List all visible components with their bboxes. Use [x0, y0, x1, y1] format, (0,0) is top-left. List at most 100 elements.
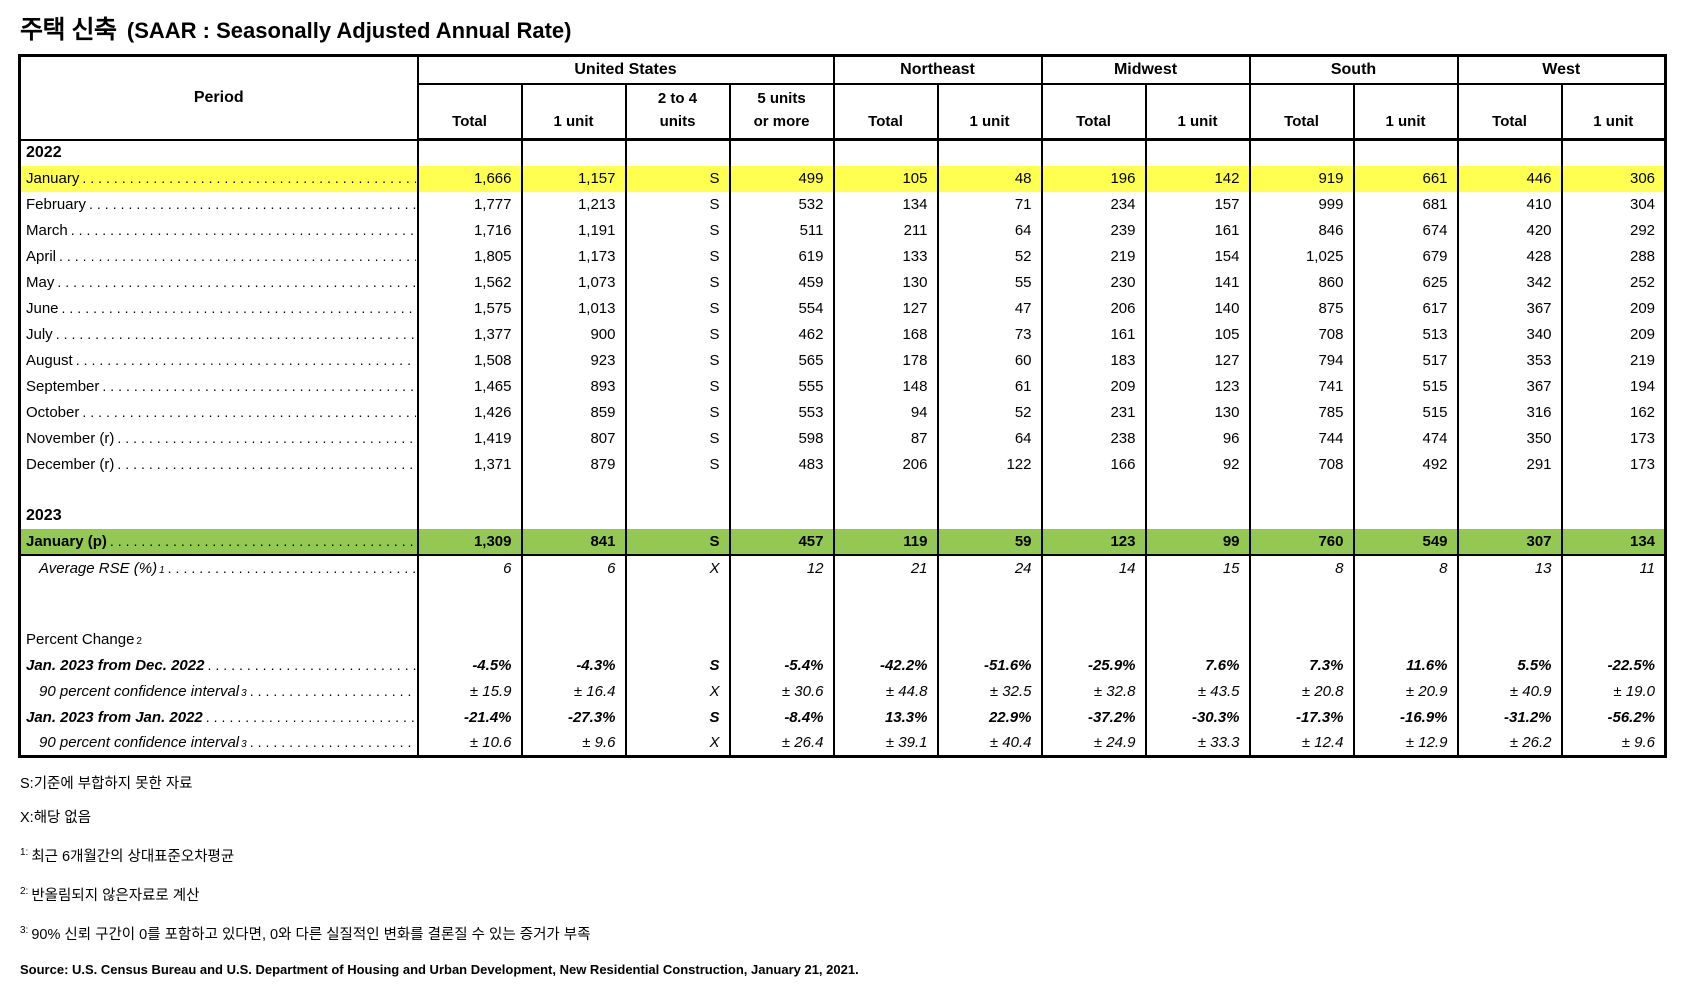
value-cell	[416, 626, 522, 653]
value-cell: 532	[728, 191, 834, 218]
value-cell	[1456, 139, 1562, 166]
value-cell: 238	[1040, 425, 1146, 452]
dot-leader	[56, 326, 416, 343]
value-cell: ± 12.9	[1352, 730, 1458, 757]
value-cell: 12	[728, 554, 834, 581]
table-row: November (r)1,419807S5988764238967444743…	[18, 425, 1666, 452]
value-cell	[1144, 477, 1250, 503]
value-cell: 130	[832, 269, 938, 296]
value-cell: 893	[520, 373, 626, 400]
value-cell: 230	[1040, 269, 1146, 296]
value-cell: 708	[1248, 321, 1354, 348]
value-cell: 457	[728, 528, 834, 556]
value-cell: 549	[1352, 528, 1458, 556]
value-cell	[1144, 580, 1250, 627]
col-ne-1unit: 1 unit	[936, 83, 1042, 141]
dot-leader	[57, 274, 415, 291]
value-cell: 288	[1560, 243, 1666, 270]
group-midwest: Midwest	[1040, 55, 1250, 85]
value-cell: 1,371	[416, 451, 522, 478]
value-cell: 24	[936, 554, 1042, 581]
value-cell	[832, 580, 938, 627]
value-cell	[1248, 502, 1354, 529]
value-cell: 196	[1040, 165, 1146, 192]
col-s-1unit: 1 unit	[1352, 83, 1458, 141]
row-label	[18, 580, 418, 627]
value-cell: 99	[1144, 528, 1250, 556]
value-cell: 161	[1144, 217, 1250, 244]
dot-leader	[82, 404, 415, 421]
value-cell: 617	[1352, 295, 1458, 322]
value-cell: ± 32.8	[1040, 678, 1146, 705]
value-cell: 211	[832, 217, 938, 244]
footnote-s: S:기준에 부합하지 못한 자료	[20, 772, 1684, 793]
value-cell	[1352, 502, 1458, 529]
value-cell: 291	[1456, 451, 1562, 478]
value-cell: 15	[1144, 554, 1250, 581]
dot-leader	[206, 709, 416, 726]
value-cell: 350	[1456, 425, 1562, 452]
value-cell: ± 20.9	[1352, 678, 1458, 705]
value-cell: 306	[1560, 165, 1666, 192]
table-row: February1,7771,213S532134712341579996814…	[18, 191, 1666, 218]
row-label: January (p)	[18, 528, 418, 556]
value-cell: 6	[520, 554, 626, 581]
value-cell: 157	[1144, 191, 1250, 218]
value-cell: 21	[832, 554, 938, 581]
value-cell: 209	[1560, 295, 1666, 322]
value-cell: 760	[1248, 528, 1354, 556]
row-label: 2022	[18, 139, 418, 166]
value-cell	[520, 626, 626, 653]
value-cell: 741	[1248, 373, 1354, 400]
value-cell: -4.5%	[416, 652, 522, 679]
value-cell: X	[624, 678, 730, 705]
value-cell: 142	[1144, 165, 1250, 192]
value-cell	[624, 502, 730, 529]
value-cell: X	[624, 554, 730, 581]
value-cell: 428	[1456, 243, 1562, 270]
value-cell	[1560, 626, 1666, 653]
value-cell	[1040, 580, 1146, 627]
value-cell: 194	[1560, 373, 1666, 400]
value-cell: 1,191	[520, 217, 626, 244]
row-label: October	[18, 399, 418, 426]
table-header: Period United States Northeast Midwest S…	[18, 55, 1666, 141]
value-cell: ± 40.4	[936, 730, 1042, 757]
value-cell: S	[624, 321, 730, 348]
row-label: 2023	[18, 502, 418, 529]
col-s-total: Total	[1248, 83, 1354, 141]
value-cell: 127	[832, 295, 938, 322]
value-cell: 123	[1144, 373, 1250, 400]
footnote-1: 1: 최근 6개월간의 상대표준오차평균	[20, 845, 1684, 866]
value-cell: -17.3%	[1248, 704, 1354, 731]
table-row: April1,8051,173S619133522191541,02567942…	[18, 243, 1666, 270]
value-cell: 8	[1352, 554, 1458, 581]
value-cell: 859	[520, 399, 626, 426]
col-mw-1unit: 1 unit	[1144, 83, 1250, 141]
value-cell: 1,716	[416, 217, 522, 244]
value-cell	[832, 477, 938, 503]
row-label: April	[18, 243, 418, 270]
value-cell: 1,666	[416, 165, 522, 192]
value-cell: 674	[1352, 217, 1458, 244]
row-label: Percent Change 2	[18, 626, 418, 653]
value-cell: ± 33.3	[1144, 730, 1250, 757]
header-group-row: Period United States Northeast Midwest S…	[18, 55, 1666, 141]
value-cell: 52	[936, 243, 1042, 270]
value-cell: 8	[1248, 554, 1354, 581]
value-cell: S	[624, 165, 730, 192]
value-cell: 474	[1352, 425, 1458, 452]
row-label: December (r)	[18, 451, 418, 478]
value-cell: 119	[832, 528, 938, 556]
value-cell: 1,777	[416, 191, 522, 218]
value-cell	[832, 139, 938, 166]
value-cell	[416, 139, 522, 166]
value-cell	[1144, 626, 1250, 653]
value-cell: 11.6%	[1352, 652, 1458, 679]
dot-leader	[168, 560, 416, 577]
value-cell: 134	[832, 191, 938, 218]
value-cell	[1144, 139, 1250, 166]
value-cell: 148	[832, 373, 938, 400]
